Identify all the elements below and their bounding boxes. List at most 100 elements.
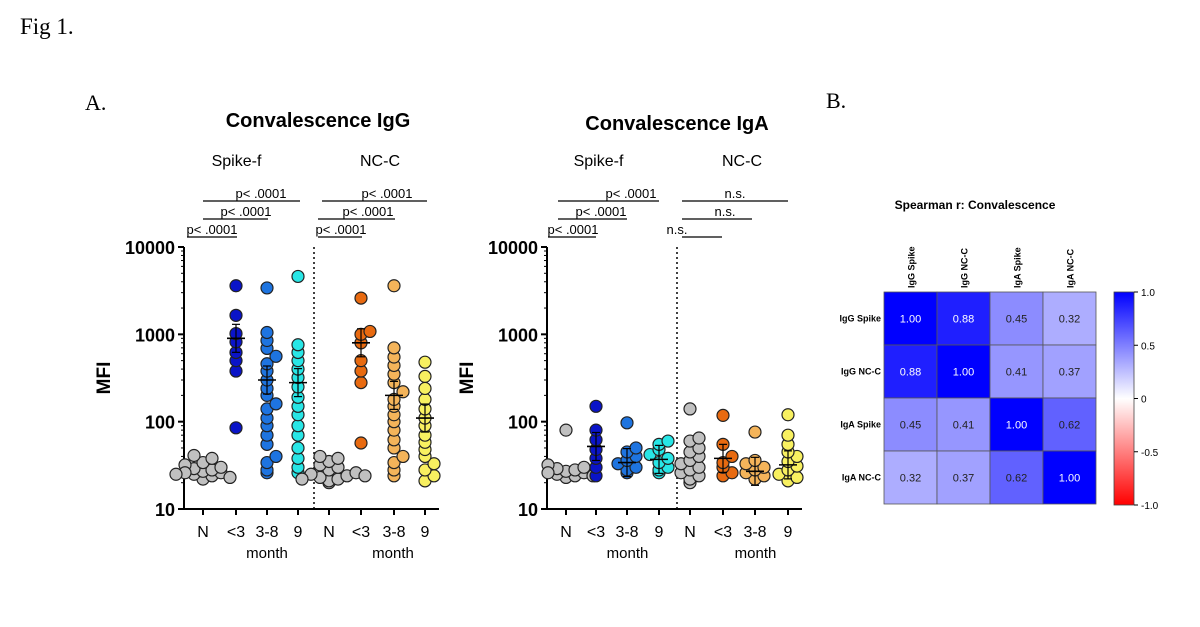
heatmap-cell xyxy=(883,291,938,346)
chart1-data-point xyxy=(187,448,201,463)
chart1-data-point xyxy=(269,349,283,363)
chart1-y-tick-label: 1000 xyxy=(135,325,175,345)
chart1-data-point xyxy=(396,449,410,464)
chart1-x-tick-label: <3 xyxy=(227,524,245,541)
chart1-data-point xyxy=(418,355,432,369)
chart2-data-point xyxy=(781,408,795,422)
heatmap-column-label: IgA NC-C xyxy=(1066,248,1076,288)
heatmap-column-label: IgG Spike xyxy=(907,246,917,288)
chart1-significance-label: p< .0001 xyxy=(187,222,238,237)
chart2-data-point xyxy=(716,408,730,422)
chart1-y-tick-label: 10000 xyxy=(125,238,175,258)
heatmap-cell-value: 0.88 xyxy=(900,367,921,379)
chart1-significance-label: p< .0001 xyxy=(343,204,394,219)
chart2-data-point xyxy=(661,434,675,448)
chart2-data-point xyxy=(541,466,555,480)
chart1-significance-label: p< .0001 xyxy=(362,186,413,201)
chart1-data-point xyxy=(354,376,368,390)
heatmap-cell-value: 0.32 xyxy=(900,473,921,485)
chart2-y-tick-label: 1000 xyxy=(498,325,538,345)
chart2-y-label: MFI xyxy=(457,362,478,395)
heatmap-cell xyxy=(883,344,938,399)
panel-a-label: A. xyxy=(85,90,107,115)
chart2-data-point xyxy=(757,460,771,474)
panel-b-label: B. xyxy=(826,88,847,113)
chart2-x-tick-label: 9 xyxy=(655,524,664,541)
heatmap-row-label: IgG Spike xyxy=(839,314,881,324)
chart1-data-point xyxy=(205,451,219,465)
chart1-x-tick-label: 3-8 xyxy=(382,524,405,541)
chart2-significance-label: p< .0001 xyxy=(576,204,627,219)
chart1-data-point xyxy=(358,469,372,483)
chart1-data-point xyxy=(295,472,309,486)
chart2-group-label: Spike-f xyxy=(574,153,624,170)
chart1-data-point xyxy=(229,279,243,293)
chart2-data-point xyxy=(559,423,573,437)
heatmap-column-label: IgG NC-C xyxy=(960,248,970,288)
chart1-y-tick-label: 100 xyxy=(145,413,175,433)
heatmap-cell-value: 0.62 xyxy=(1059,420,1080,432)
chart1-data-point xyxy=(260,325,274,340)
chart2-data-point xyxy=(629,441,643,455)
chart1-x-unit-label: month xyxy=(372,545,414,562)
chart2-significance-label: n.s. xyxy=(667,222,688,237)
heatmap-cell-value: 0.37 xyxy=(953,473,974,485)
heatmap-cell xyxy=(936,344,991,399)
chart2-significance-label: n.s. xyxy=(715,204,736,219)
chart1-group-label: Spike-f xyxy=(212,153,262,170)
chart1-data-point xyxy=(427,457,441,471)
chart2-y-tick-label: 10 xyxy=(518,500,538,520)
colorbar xyxy=(1113,291,1135,506)
chart1-data-point xyxy=(291,441,305,455)
chart1-x-tick-label: 9 xyxy=(294,524,303,541)
chart2-data-point xyxy=(589,399,603,413)
heatmap-cell xyxy=(1042,291,1097,346)
chart2-data-point xyxy=(692,431,706,445)
heatmap-cell-value: 1.00 xyxy=(900,314,921,326)
heatmap-cell xyxy=(1042,450,1097,505)
heatmap-cell-value: 0.41 xyxy=(1006,367,1027,379)
chart1-data-point xyxy=(313,449,327,464)
chart2-significance-label: n.s. xyxy=(725,186,746,201)
chart1-y-tick-label: 10 xyxy=(155,500,175,520)
chart2-data-point xyxy=(620,416,634,430)
heatmap-column-label: IgA Spike xyxy=(1013,247,1023,288)
heatmap-cell-value: 0.88 xyxy=(953,314,974,326)
chart2-x-unit-label: month xyxy=(607,545,649,562)
chart2-x-tick-label: 3-8 xyxy=(743,524,766,541)
chart2-x-tick-label: <3 xyxy=(714,524,732,541)
chart2-x-tick-label: <3 xyxy=(587,524,605,541)
heatmap-cell xyxy=(936,397,991,452)
chart1-data-point xyxy=(387,341,401,355)
chart1-data-point xyxy=(387,279,401,293)
heatmap-cell-value: 0.62 xyxy=(1006,473,1027,485)
chart2-data-point xyxy=(781,428,795,442)
chart1-data-point xyxy=(331,451,345,465)
chart2-data-point xyxy=(683,402,697,416)
chart2-y-tick-label: 100 xyxy=(508,413,538,433)
chart1-data-point xyxy=(269,449,283,464)
chart2-x-tick-label: N xyxy=(684,524,696,541)
heatmap-cell xyxy=(989,397,1044,452)
chart2-significance-label: p< .0001 xyxy=(606,186,657,201)
chart2-data-point xyxy=(725,449,739,464)
colorbar-tick-label: 0 xyxy=(1141,395,1147,406)
heatmap-cell xyxy=(989,450,1044,505)
chart2-significance-label: p< .0001 xyxy=(548,222,599,237)
heatmap-cell-value: 1.00 xyxy=(1006,420,1027,432)
chart1-data-point xyxy=(223,470,237,485)
chart2-data-point xyxy=(748,425,762,439)
chart2-data-point xyxy=(661,451,675,465)
heatmap-row-label: IgA NC-C xyxy=(842,473,882,483)
chart1-x-tick-label: N xyxy=(197,524,209,541)
heatmap-row-label: IgA Spike xyxy=(840,420,881,430)
heatmap-cell-value: 1.00 xyxy=(1059,473,1080,485)
chart1-data-point xyxy=(354,291,368,305)
heatmap-cell xyxy=(1042,344,1097,399)
heatmap-cell-value: 1.00 xyxy=(953,367,974,379)
chart1-data-point xyxy=(229,308,243,322)
heatmap-cell xyxy=(883,397,938,452)
chart1-data-point xyxy=(291,338,305,352)
chart1-data-point xyxy=(387,455,401,470)
colorbar-tick-label: 0.5 xyxy=(1141,341,1155,352)
